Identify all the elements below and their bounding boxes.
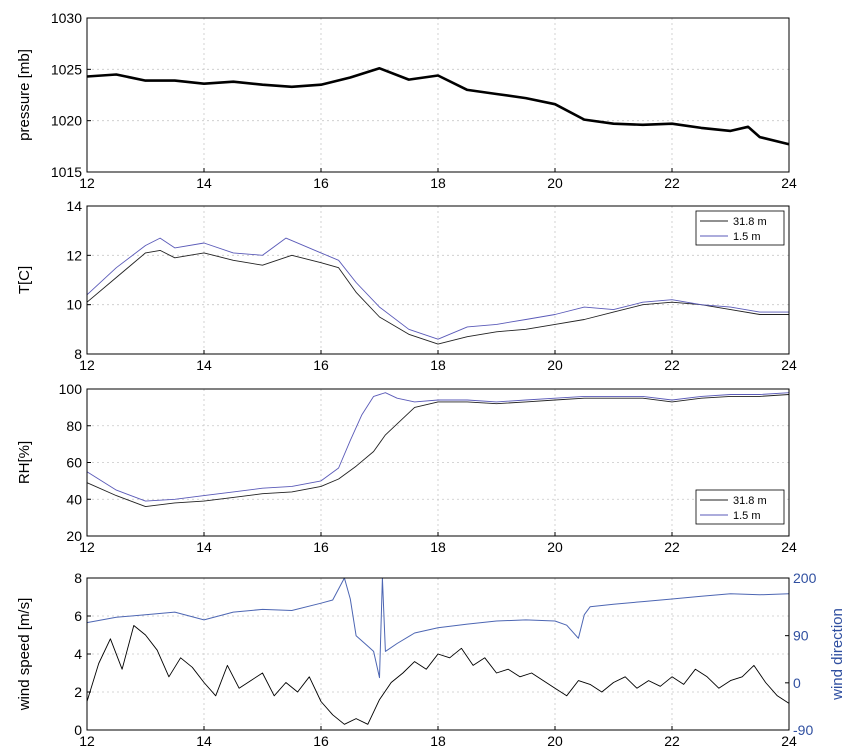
series-line-31-8-m <box>86 249 789 345</box>
x-tick-label: 16 <box>313 539 329 555</box>
x-tick-label: 16 <box>313 357 329 373</box>
y2-axis-label: wind direction <box>829 608 846 701</box>
x-tick-label: 14 <box>196 175 212 191</box>
y-tick-label: 1025 <box>51 61 82 77</box>
y-axis-label: wind speed [m/s] <box>16 598 33 712</box>
x-tick-label: 20 <box>547 175 563 191</box>
y-tick-label: 10 <box>66 297 82 313</box>
y-tick-label: 1030 <box>51 10 82 26</box>
y-tick-label: 60 <box>66 455 82 471</box>
axes-frame <box>86 577 790 731</box>
x-tick-label: 18 <box>430 539 446 555</box>
x-tick-label: 16 <box>313 733 329 749</box>
x-tick-label: 20 <box>547 357 563 373</box>
axes-frame <box>86 388 790 537</box>
legend: 31.8 m 1.5 m <box>695 489 785 525</box>
x-tick-label: 18 <box>430 733 446 749</box>
y-tick-label: 100 <box>59 381 83 397</box>
x-tick-label: 22 <box>664 733 680 749</box>
series-line-1-5-m <box>86 392 790 502</box>
y-tick-label: 40 <box>66 491 82 507</box>
x-tick-label: 24 <box>781 539 797 555</box>
y-tick-label: 12 <box>66 247 82 263</box>
y-tick-label: 0 <box>74 722 82 738</box>
x-tick-label: 12 <box>79 357 95 373</box>
y-tick-label: 14 <box>66 198 82 214</box>
y2-tick-label: 200 <box>793 570 817 586</box>
x-tick-label: 12 <box>79 539 95 555</box>
x-tick-label: 18 <box>430 357 446 373</box>
y2-tick-label: -90 <box>793 722 813 738</box>
y-tick-label: 20 <box>66 528 82 544</box>
legend-label: 1.5 m <box>733 510 761 522</box>
x-tick-label: 24 <box>781 175 797 191</box>
plot-area <box>87 206 789 354</box>
y2-tick-label: 90 <box>793 628 809 644</box>
x-tick-label: 18 <box>430 175 446 191</box>
x-tick-label: 14 <box>196 733 212 749</box>
legend-label: 31.8 m <box>733 495 767 507</box>
x-tick-label: 22 <box>664 539 680 555</box>
x-tick-label: 20 <box>547 539 563 555</box>
y-tick-label: 80 <box>66 418 82 434</box>
series-line-wind-direction <box>86 577 790 679</box>
legend-label: 1.5 m <box>733 231 761 243</box>
x-tick-label: 12 <box>79 175 95 191</box>
series-line-wind-speed <box>86 625 790 725</box>
y-axis-label: pressure [mb] <box>16 49 33 141</box>
x-tick-label: 24 <box>781 733 797 749</box>
axes-frame <box>86 17 790 173</box>
x-tick-label: 20 <box>547 733 563 749</box>
legend-label: 31.8 m <box>733 216 767 228</box>
x-tick-label: 16 <box>313 175 329 191</box>
axes-frame <box>86 205 790 355</box>
series-line-pressure <box>86 67 790 146</box>
x-tick-label: 22 <box>664 357 680 373</box>
y-tick-label: 4 <box>74 646 82 662</box>
y-tick-label: 8 <box>74 570 82 586</box>
y-tick-label: 6 <box>74 608 82 624</box>
y-axis-label: T[C] <box>16 266 33 294</box>
panel-1: 12 14 16 18 20 22 24 1015 1020 1025 1030 pressure [… <box>16 10 797 191</box>
x-tick-label: 24 <box>781 357 797 373</box>
x-tick-label: 22 <box>664 175 680 191</box>
legend-box <box>695 210 785 246</box>
legend-box <box>695 489 785 525</box>
panel-2: 12 14 16 18 20 22 24 8 10 12 14 T[C] 31.8 m 1.5 m <box>16 198 797 373</box>
y-tick-label: 1015 <box>51 164 82 180</box>
y-axis-label: RH[%] <box>16 441 33 484</box>
x-tick-label: 14 <box>196 357 212 373</box>
series-line-1-5-m <box>86 237 789 340</box>
x-tick-label: 14 <box>196 539 212 555</box>
y-tick-label: 2 <box>74 684 82 700</box>
panel-3: 12 14 16 18 20 22 24 20 40 60 80 100 RH[%] 31.8 m 1.5 … <box>16 381 797 555</box>
y-tick-label: 8 <box>74 346 82 362</box>
y-tick-label: 1020 <box>51 113 82 129</box>
x-tick-label: 12 <box>79 733 95 749</box>
series-line-31-8-m <box>86 394 790 508</box>
y2-tick-label: 0 <box>793 675 801 691</box>
legend: 31.8 m 1.5 m <box>695 210 785 246</box>
